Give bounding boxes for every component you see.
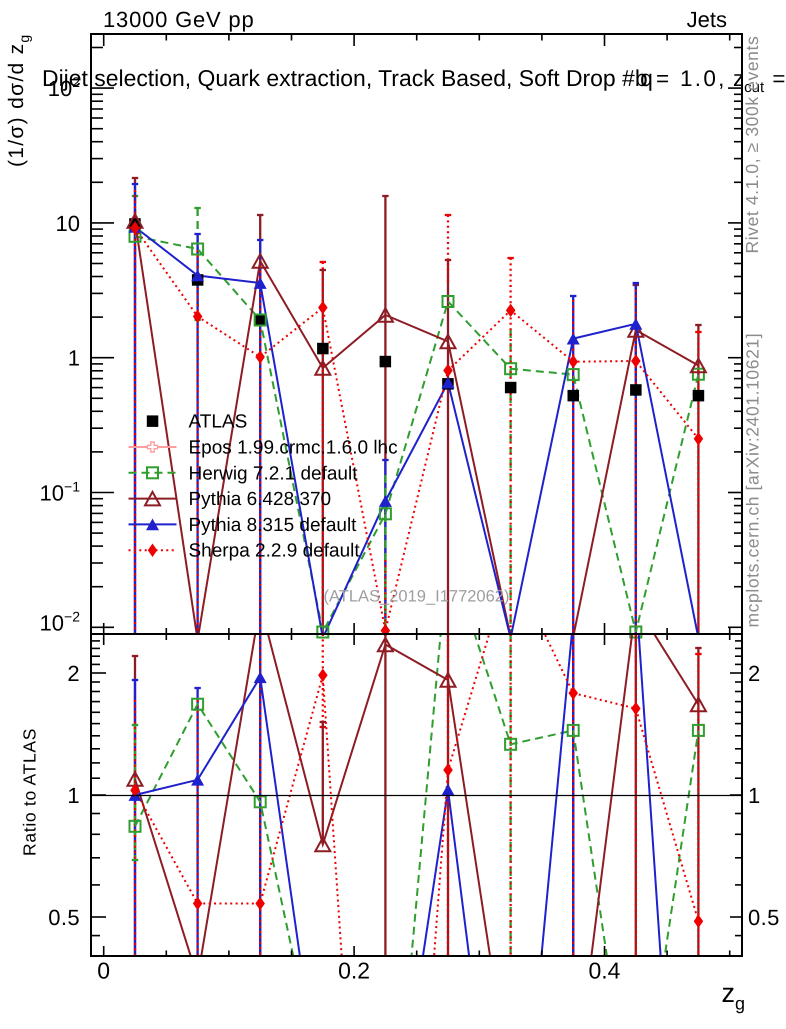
svg-text:1: 1	[67, 783, 80, 808]
svg-text:1: 1	[68, 346, 80, 371]
svg-text:= 1.0,: = 1.0,	[656, 66, 727, 91]
svg-text:Ratio to ATLAS: Ratio to ATLAS	[20, 728, 40, 856]
svg-text:Pythia 6.428 370: Pythia 6.428 370	[189, 489, 332, 510]
svg-text:2: 2	[748, 661, 761, 686]
svg-text:Sherpa 2.2.9 default: Sherpa 2.2.9 default	[189, 541, 361, 562]
svg-text:Pythia 8.315 default: Pythia 8.315 default	[189, 515, 358, 536]
svg-text:10: 10	[56, 211, 80, 236]
svg-text:2: 2	[67, 661, 80, 686]
svg-text:0.5: 0.5	[48, 905, 80, 930]
svg-text:1: 1	[748, 783, 761, 808]
svg-text:13000 GeV pp: 13000 GeV pp	[103, 7, 255, 32]
svg-text:Epos 1.99.crmc.1.6.0 lhc: Epos 1.99.crmc.1.6.0 lhc	[189, 438, 398, 459]
svg-text:0.4: 0.4	[589, 958, 621, 984]
svg-text:0.2: 0.2	[338, 958, 370, 984]
svg-text:0: 0	[97, 958, 110, 984]
svg-text:(ATLAS_2019_I1772062): (ATLAS_2019_I1772062)	[324, 588, 510, 606]
svg-text:Herwig 7.2.1 default: Herwig 7.2.1 default	[189, 463, 359, 484]
svg-text:mcplots.cern.ch [arXiv:2401.10: mcplots.cern.ch [arXiv:2401.10621]	[743, 333, 763, 628]
svg-text:102: 102	[48, 74, 80, 101]
svg-text:Rivet 4.1.0, ≥ 300k events: Rivet 4.1.0, ≥ 300k events	[742, 36, 762, 254]
svg-text:Jets: Jets	[687, 7, 727, 32]
svg-text:0.5: 0.5	[748, 905, 780, 930]
svg-text:Dijet selection, Quark extract: Dijet selection, Quark extraction, Track…	[42, 65, 653, 91]
svg-text:ATLAS: ATLAS	[189, 412, 248, 433]
svg-text:(1/σ) dσ/d zg: (1/σ) dσ/d zg	[5, 34, 32, 167]
